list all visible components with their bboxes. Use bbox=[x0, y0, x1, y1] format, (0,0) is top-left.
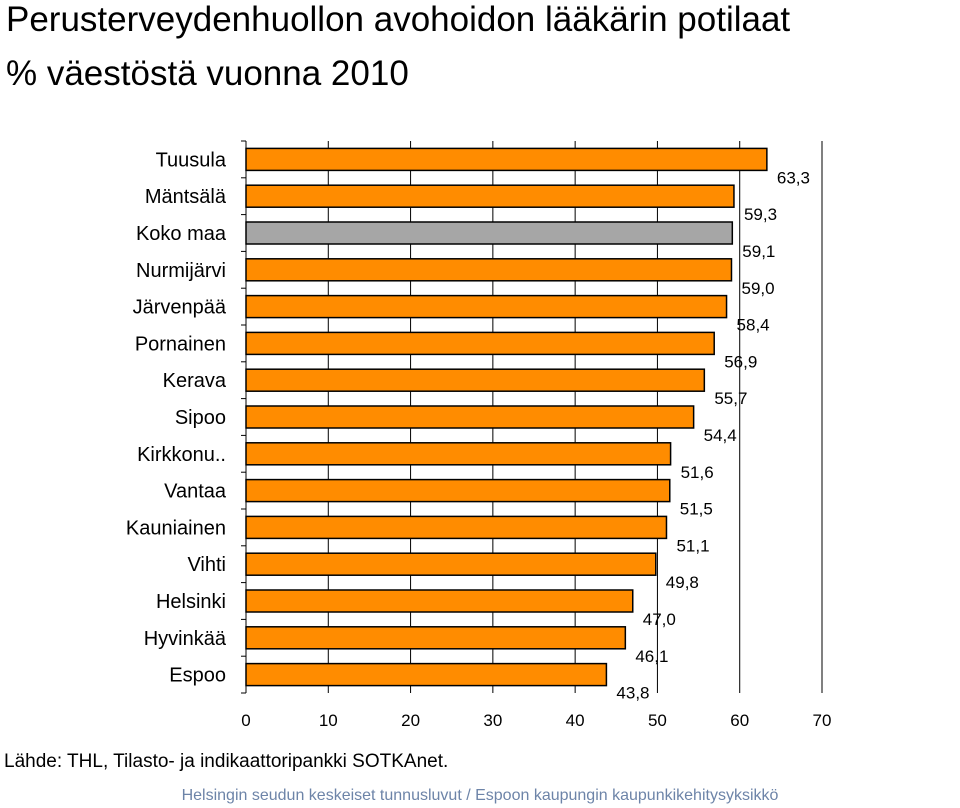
x-tick-label: 70 bbox=[813, 711, 832, 730]
bar-kerava bbox=[245, 368, 706, 392]
x-tick-label: 20 bbox=[401, 711, 420, 730]
x-tick-label: 60 bbox=[730, 711, 749, 730]
bar-tuusula bbox=[245, 147, 768, 172]
value-label: 59,1 bbox=[742, 242, 775, 261]
bar-espoo bbox=[245, 662, 608, 687]
value-label: 54,4 bbox=[704, 426, 737, 445]
value-label: 59,0 bbox=[741, 279, 774, 298]
value-label: 59,3 bbox=[744, 205, 777, 224]
bar-mäntsälä bbox=[245, 184, 735, 208]
value-label: 51,1 bbox=[676, 536, 709, 555]
value-label: 46,1 bbox=[635, 647, 668, 666]
value-label: 51,6 bbox=[681, 463, 714, 482]
value-label: 56,9 bbox=[724, 352, 757, 371]
x-tick-label: 40 bbox=[566, 711, 585, 730]
value-label: 58,4 bbox=[737, 316, 770, 335]
bar-vantaa bbox=[245, 478, 671, 503]
bar-kirkkonu bbox=[245, 442, 672, 466]
bar-kauniainen bbox=[245, 515, 668, 540]
source-note: Lähde: THL, Tilasto- ja indikaattoripank… bbox=[4, 751, 449, 772]
value-label: 63,3 bbox=[777, 168, 810, 187]
value-label: 47,0 bbox=[643, 610, 676, 629]
category-label: Kirkkonu.. bbox=[137, 444, 226, 466]
value-label: 55,7 bbox=[714, 389, 747, 408]
category-label: Kerava bbox=[163, 370, 227, 392]
bar-helsinki bbox=[245, 589, 634, 613]
x-tick-label: 30 bbox=[483, 711, 502, 730]
category-label: Helsinki bbox=[156, 591, 226, 613]
bar-nurmijärvi bbox=[245, 258, 733, 282]
chart-title-line-1: Perusterveydenhuollon avohoidon lääkärin… bbox=[6, 0, 791, 39]
bar-pornainen bbox=[245, 331, 715, 356]
category-label: Mäntsälä bbox=[145, 186, 227, 208]
category-label: Vantaa bbox=[164, 481, 227, 503]
x-tick-label: 50 bbox=[648, 711, 667, 730]
category-label: Hyvinkää bbox=[144, 628, 227, 650]
value-label: 51,5 bbox=[680, 500, 713, 519]
bar-järvenpää bbox=[245, 294, 728, 319]
x-tick-label: 0 bbox=[241, 711, 250, 730]
footer-text: Helsingin seudun keskeiset tunnusluvut /… bbox=[181, 787, 779, 804]
bar-vihti bbox=[245, 552, 657, 576]
value-label: 43,8 bbox=[616, 684, 649, 703]
category-label: Koko maa bbox=[136, 223, 227, 245]
category-label: Kauniainen bbox=[126, 517, 226, 539]
category-label: Nurmijärvi bbox=[136, 260, 226, 282]
category-label: Espoo bbox=[169, 665, 226, 687]
x-tick-label: 10 bbox=[319, 711, 338, 730]
bar-chart: Tuusula 63,3 Mäntsälä 59,3 Koko maa 59,1 Nurmi… bbox=[126, 140, 832, 730]
bar-hyvinkää bbox=[245, 626, 627, 650]
bar-kokomaa bbox=[245, 221, 734, 245]
chart-title-line-2: % väestöstä vuonna 2010 bbox=[6, 54, 409, 93]
value-label: 49,8 bbox=[666, 573, 699, 592]
category-label: Sipoo bbox=[175, 407, 226, 429]
bar-sipoo bbox=[245, 405, 695, 429]
category-label: Vihti bbox=[187, 554, 226, 576]
category-label: Tuusula bbox=[156, 149, 227, 171]
category-label: Järvenpää bbox=[133, 297, 227, 319]
category-label: Pornainen bbox=[135, 333, 226, 355]
